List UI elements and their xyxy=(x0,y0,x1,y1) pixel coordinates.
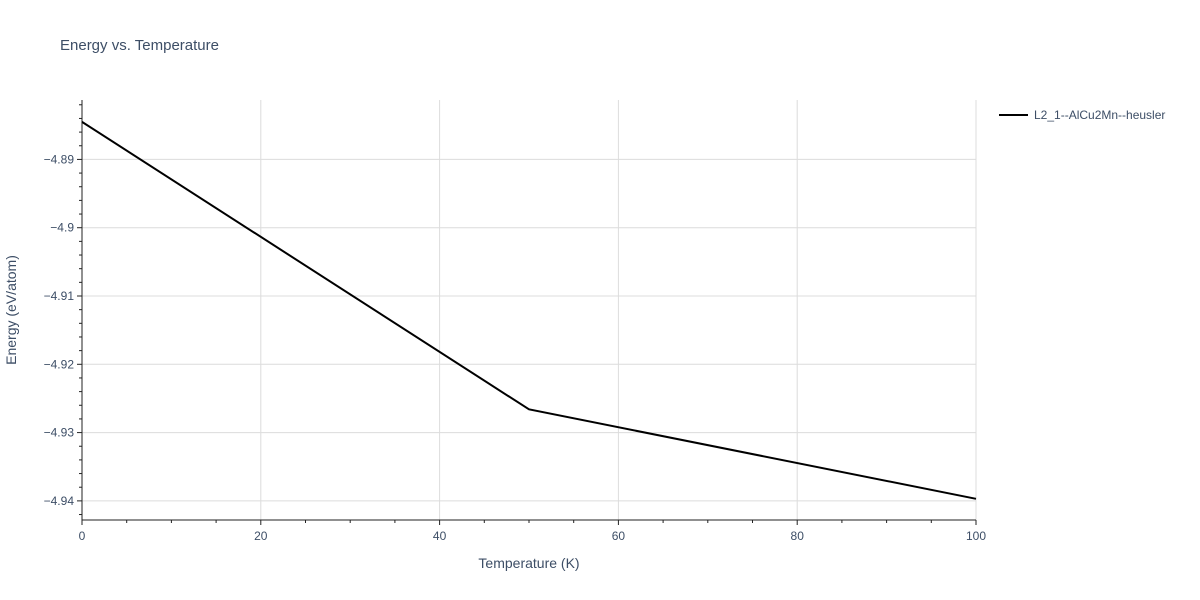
legend-label: L2_1--AlCu2Mn--heusler xyxy=(1034,108,1165,122)
x-tick-label: 100 xyxy=(966,529,986,543)
x-tick-label: 60 xyxy=(612,529,626,543)
tick-labels: 0 20 40 60 80 100 −4.89 −4.9 −4.91 −4.92 −4.93 −4.9… xyxy=(44,152,987,543)
x-axis-title: Temperature (K) xyxy=(478,555,579,571)
x-tick-label: 20 xyxy=(254,529,268,543)
grid xyxy=(82,100,977,520)
axes xyxy=(77,100,977,525)
x-tick-label: 0 xyxy=(79,529,86,543)
x-tick-label: 40 xyxy=(433,529,447,543)
y-tick-label: −4.94 xyxy=(44,494,75,508)
y-tick-label: −4.92 xyxy=(44,357,75,371)
y-tick-label: −4.93 xyxy=(44,426,75,440)
chart-title: Energy vs. Temperature xyxy=(60,37,219,54)
y-tick-label: −4.9 xyxy=(50,221,74,235)
y-tick-label: −4.89 xyxy=(44,152,75,166)
y-tick-label: −4.91 xyxy=(44,289,75,303)
y-axis-title: Energy (eV/atom) xyxy=(3,255,19,365)
series-line xyxy=(81,121,977,500)
x-tick-label: 80 xyxy=(791,529,805,543)
series-lines xyxy=(81,121,977,500)
legend[interactable]: L2_1--AlCu2Mn--heusler xyxy=(999,108,1165,122)
